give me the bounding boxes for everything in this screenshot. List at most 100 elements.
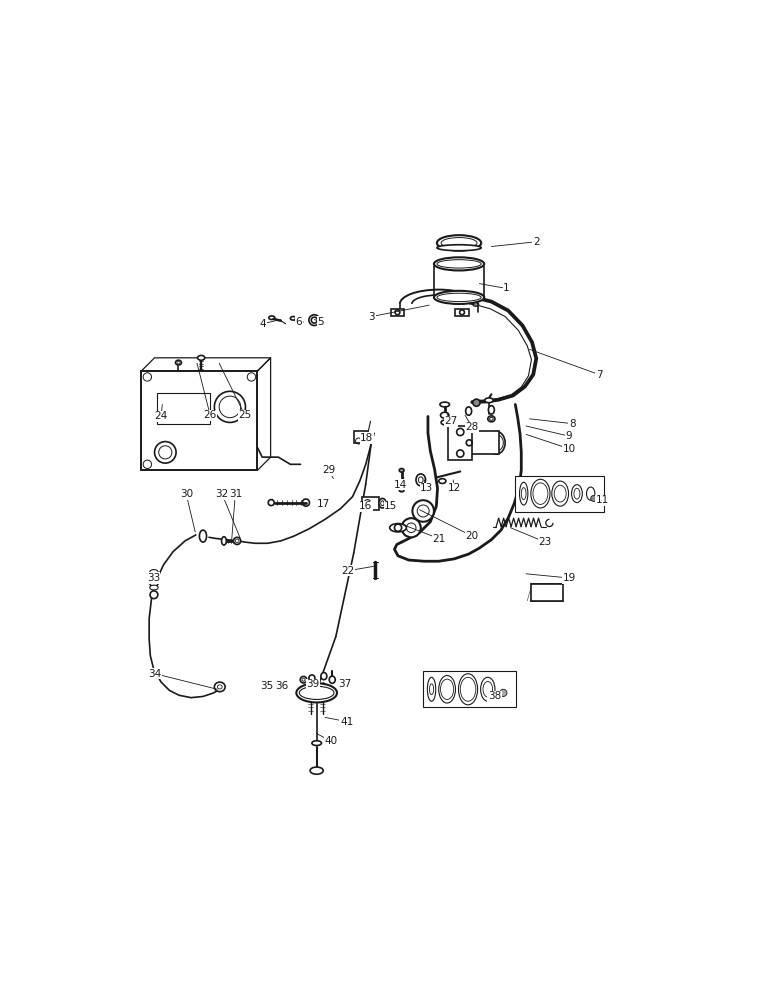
Ellipse shape xyxy=(399,488,404,492)
Circle shape xyxy=(154,442,176,463)
Ellipse shape xyxy=(459,674,478,705)
Text: 3: 3 xyxy=(368,312,375,322)
Text: 4: 4 xyxy=(259,319,266,329)
Text: 13: 13 xyxy=(420,483,433,493)
Ellipse shape xyxy=(481,677,495,701)
Ellipse shape xyxy=(390,524,406,532)
Ellipse shape xyxy=(416,474,425,486)
Ellipse shape xyxy=(300,676,306,683)
Ellipse shape xyxy=(198,355,205,360)
Bar xyxy=(423,671,516,707)
Ellipse shape xyxy=(571,485,582,503)
Text: 16: 16 xyxy=(359,501,372,511)
Text: 14: 14 xyxy=(394,480,407,490)
Ellipse shape xyxy=(149,574,159,587)
Circle shape xyxy=(215,391,245,422)
Text: 29: 29 xyxy=(322,465,335,475)
Text: 11: 11 xyxy=(595,495,608,505)
Bar xyxy=(354,431,367,443)
Text: 23: 23 xyxy=(539,537,552,547)
Ellipse shape xyxy=(499,689,507,696)
Text: 9: 9 xyxy=(566,431,573,441)
Ellipse shape xyxy=(175,360,181,365)
Ellipse shape xyxy=(466,407,472,415)
Text: 17: 17 xyxy=(317,499,330,509)
Ellipse shape xyxy=(434,257,484,270)
Ellipse shape xyxy=(440,402,449,407)
Ellipse shape xyxy=(329,676,335,683)
Text: 19: 19 xyxy=(563,573,576,583)
Text: 32: 32 xyxy=(215,489,229,499)
Ellipse shape xyxy=(233,537,241,544)
Ellipse shape xyxy=(150,570,158,574)
Ellipse shape xyxy=(399,469,404,472)
Text: 36: 36 xyxy=(276,681,289,691)
Text: 34: 34 xyxy=(148,669,162,679)
Ellipse shape xyxy=(312,741,321,746)
Text: 10: 10 xyxy=(563,444,576,454)
Text: 33: 33 xyxy=(147,573,160,583)
Text: 26: 26 xyxy=(204,410,217,420)
Ellipse shape xyxy=(150,585,158,590)
Text: 24: 24 xyxy=(154,411,168,421)
Circle shape xyxy=(401,518,421,537)
Polygon shape xyxy=(531,584,564,601)
Text: 20: 20 xyxy=(466,531,479,541)
Text: 37: 37 xyxy=(338,679,351,689)
Bar xyxy=(391,309,404,316)
Text: 1: 1 xyxy=(503,283,510,293)
Text: 2: 2 xyxy=(533,237,540,247)
Text: 7: 7 xyxy=(596,370,602,380)
Text: 15: 15 xyxy=(384,501,398,511)
Text: 35: 35 xyxy=(260,681,273,691)
Ellipse shape xyxy=(587,487,595,500)
Text: 28: 28 xyxy=(466,422,479,432)
Text: 25: 25 xyxy=(239,410,252,420)
Ellipse shape xyxy=(296,683,337,702)
Ellipse shape xyxy=(150,591,157,599)
Bar xyxy=(516,476,604,512)
Ellipse shape xyxy=(437,235,481,251)
Text: 41: 41 xyxy=(340,717,354,727)
Bar xyxy=(455,309,469,316)
Text: 12: 12 xyxy=(448,483,461,493)
Ellipse shape xyxy=(520,482,528,505)
Text: 18: 18 xyxy=(361,433,374,443)
Bar xyxy=(157,393,209,424)
Ellipse shape xyxy=(199,530,207,542)
Text: 5: 5 xyxy=(317,317,324,327)
Ellipse shape xyxy=(309,675,315,681)
Ellipse shape xyxy=(531,479,550,508)
Ellipse shape xyxy=(485,398,493,403)
Bar xyxy=(362,497,379,510)
Text: 31: 31 xyxy=(229,489,242,499)
Text: 8: 8 xyxy=(569,419,575,429)
Ellipse shape xyxy=(487,431,505,454)
Text: 38: 38 xyxy=(488,691,501,701)
Circle shape xyxy=(472,399,480,406)
Ellipse shape xyxy=(379,498,386,508)
Ellipse shape xyxy=(434,291,484,304)
Text: 27: 27 xyxy=(444,416,457,426)
Ellipse shape xyxy=(552,481,568,506)
Ellipse shape xyxy=(489,406,494,414)
Ellipse shape xyxy=(310,767,323,774)
Ellipse shape xyxy=(428,677,435,701)
Ellipse shape xyxy=(441,420,449,425)
Ellipse shape xyxy=(591,495,597,501)
Text: 30: 30 xyxy=(180,489,193,499)
Ellipse shape xyxy=(441,412,449,418)
Ellipse shape xyxy=(437,245,481,251)
Text: 21: 21 xyxy=(432,534,445,544)
Ellipse shape xyxy=(438,676,455,703)
Circle shape xyxy=(412,500,434,522)
Bar xyxy=(454,431,499,454)
Ellipse shape xyxy=(321,673,327,680)
Text: 22: 22 xyxy=(341,566,354,576)
Text: 40: 40 xyxy=(324,736,337,746)
Ellipse shape xyxy=(222,537,226,545)
Bar xyxy=(141,371,257,470)
Bar xyxy=(449,426,472,460)
Text: 6: 6 xyxy=(296,317,302,327)
Ellipse shape xyxy=(215,682,225,692)
